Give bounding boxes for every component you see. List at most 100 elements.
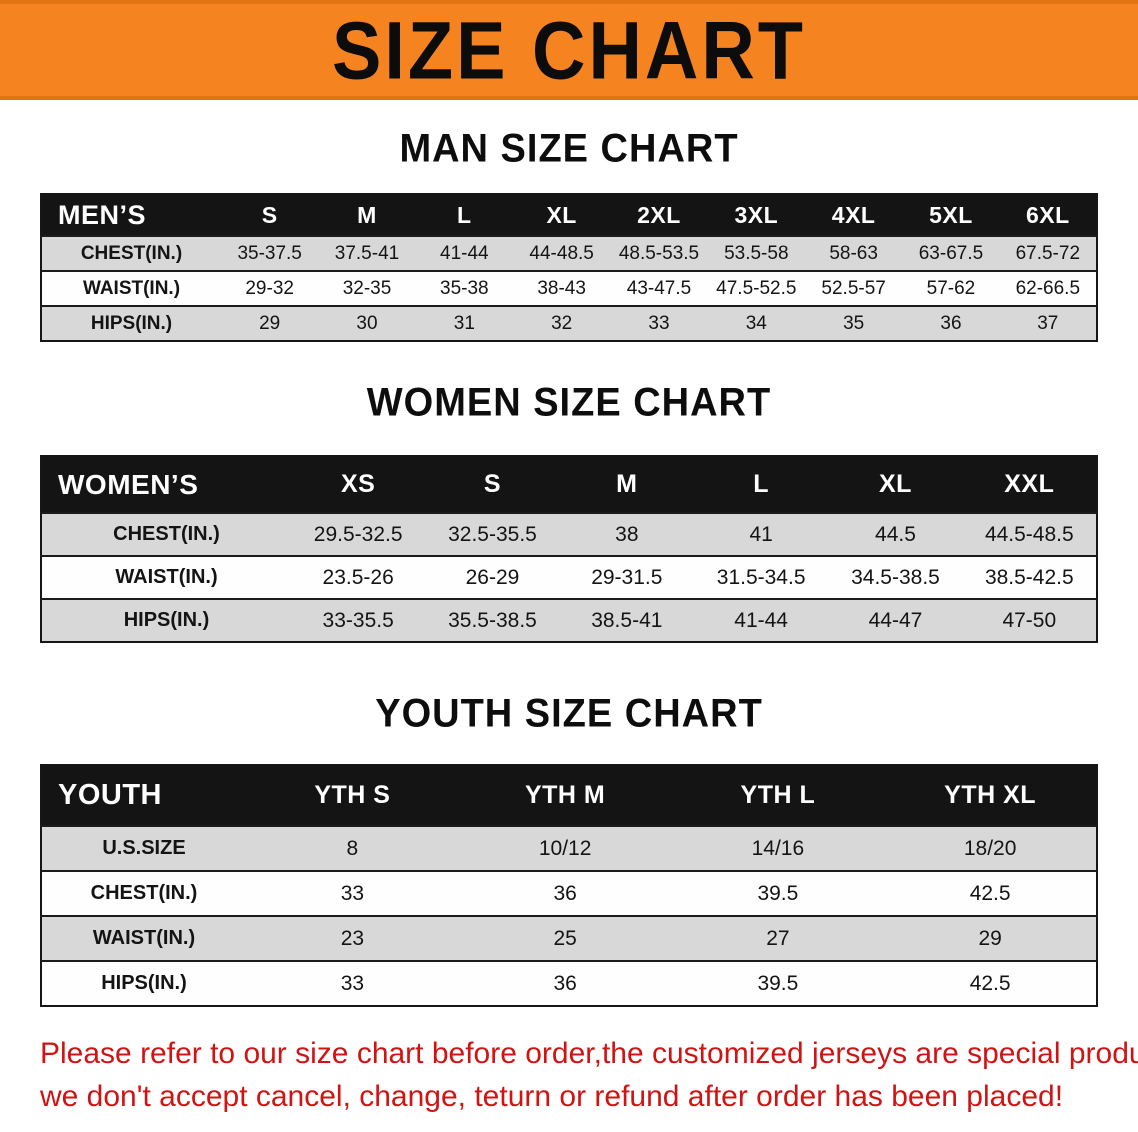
men-size-header-cell: 5XL [902, 194, 1000, 236]
measurement-value-cell: 14/16 [671, 825, 885, 871]
women-size-header-cell: S [425, 456, 560, 513]
men-table-row: WAIST(IN.) 29-32 32-35 35-38 38-43 43-47.5 47.… [41, 270, 1097, 306]
measurement-value-cell: 42.5 [884, 960, 1097, 1006]
measurement-value-cell: 44-47 [828, 598, 963, 642]
youth-size-section: YOUTH SIZE CHART YOUTH YTH S YTH M YTH L YTH… [0, 691, 1138, 1007]
measurement-value-cell: 43-47.5 [610, 270, 708, 306]
measurement-value-cell: 58-63 [804, 235, 903, 271]
men-size-header-cell: L [415, 194, 513, 236]
women-size-header-cell: L [693, 456, 829, 513]
measurement-value-cell: 38 [559, 512, 694, 556]
women-header-row: WOMEN’S XS S M L XL XXL [41, 456, 1097, 513]
youth-table-row: U.S.SIZE 8 10/12 14/16 18/20 [41, 825, 1097, 871]
measurement-value-cell: 44-48.5 [512, 235, 611, 271]
men-table-row: HIPS(IN.) 29 30 31 32 33 34 35 36 37 [41, 305, 1097, 341]
measurement-value-cell: 62-66.5 [999, 270, 1097, 306]
measurement-value-cell: 41-44 [693, 598, 829, 642]
youth-table-row: WAIST(IN.) 23 25 27 29 [41, 915, 1097, 961]
men-table-row: CHEST(IN.) 35-37.5 37.5-41 41-44 44-48.5 48.5… [41, 235, 1097, 271]
banner-title: SIZE CHART [332, 4, 806, 96]
measurement-value-cell: 33 [246, 960, 459, 1006]
youth-section-heading: YOUTH SIZE CHART [375, 691, 763, 737]
measurement-value-cell: 32 [512, 305, 611, 341]
men-size-section: MAN SIZE CHART MEN’S S M L XL 2XL 3XL 4XL 5XL 6XL… [0, 126, 1138, 342]
measurement-value-cell: 35-37.5 [221, 235, 319, 271]
measurement-value-cell: 32.5-35.5 [425, 512, 560, 556]
youth-header-row: YOUTH YTH S YTH M YTH L YTH XL [41, 765, 1097, 826]
measurement-value-cell: 8 [246, 825, 459, 871]
men-section-heading: MAN SIZE CHART [399, 126, 739, 172]
row-label-cell: CHEST(IN.) [41, 512, 291, 556]
men-size-table: MEN’S S M L XL 2XL 3XL 4XL 5XL 6XL CHEST(IN.) 35-37… [40, 193, 1098, 342]
women-size-section: WOMEN SIZE CHART WOMEN’S XS S M L XL XXL CHEST(… [0, 380, 1138, 643]
measurement-value-cell: 42.5 [884, 870, 1097, 916]
women-table-row: WAIST(IN.) 23.5-26 26-29 29-31.5 31.5-34.5 34… [41, 555, 1097, 599]
men-size-header-cell: 6XL [999, 194, 1097, 236]
measurement-value-cell: 38-43 [512, 270, 611, 306]
youth-table-row: CHEST(IN.) 33 36 39.5 42.5 [41, 870, 1097, 916]
measurement-value-cell: 63-67.5 [902, 235, 1000, 271]
measurement-value-cell: 37.5-41 [318, 235, 416, 271]
measurement-value-cell: 32-35 [318, 270, 416, 306]
measurement-value-cell: 31 [415, 305, 513, 341]
youth-size-header-cell: YTH L [671, 765, 885, 826]
measurement-value-cell: 39.5 [671, 870, 885, 916]
women-size-header-cell: XS [291, 456, 426, 513]
measurement-value-cell: 67.5-72 [999, 235, 1097, 271]
measurement-value-cell: 36 [458, 870, 672, 916]
measurement-value-cell: 36 [458, 960, 672, 1006]
women-size-header-cell: M [559, 456, 694, 513]
size-chart-banner: SIZE CHART [0, 0, 1138, 100]
measurement-value-cell: 48.5-53.5 [610, 235, 708, 271]
measurement-value-cell: 29 [221, 305, 319, 341]
youth-size-header-cell: YTH S [246, 765, 459, 826]
youth-size-header-cell: YTH XL [884, 765, 1097, 826]
row-label-cell: WAIST(IN.) [41, 270, 221, 306]
youth-size-table: YOUTH YTH S YTH M YTH L YTH XL U.S.SIZE 8 10/12… [40, 764, 1098, 1007]
women-table-row: CHEST(IN.) 29.5-32.5 32.5-35.5 38 41 44.5 44.5… [41, 512, 1097, 556]
women-size-header-cell: XL [828, 456, 963, 513]
measurement-value-cell: 29-31.5 [559, 555, 694, 599]
measurement-value-cell: 36 [902, 305, 1000, 341]
order-policy-note: Please refer to our size chart before or… [40, 1033, 1138, 1118]
women-size-table: WOMEN’S XS S M L XL XXL CHEST(IN.) 29.5-32.5 32.5… [40, 455, 1098, 643]
measurement-value-cell: 41-44 [415, 235, 513, 271]
men-size-header-cell: S [221, 194, 319, 236]
measurement-value-cell: 52.5-57 [804, 270, 903, 306]
measurement-value-cell: 33 [246, 870, 459, 916]
measurement-value-cell: 18/20 [884, 825, 1097, 871]
row-label-cell: HIPS(IN.) [41, 305, 221, 341]
measurement-value-cell: 47.5-52.5 [707, 270, 805, 306]
men-table-title-cell: MEN’S [41, 194, 221, 236]
measurement-value-cell: 34.5-38.5 [828, 555, 963, 599]
measurement-value-cell: 26-29 [425, 555, 560, 599]
measurement-value-cell: 57-62 [902, 270, 1000, 306]
measurement-value-cell: 38.5-41 [559, 598, 694, 642]
measurement-value-cell: 33 [610, 305, 708, 341]
measurement-value-cell: 10/12 [458, 825, 672, 871]
measurement-value-cell: 29.5-32.5 [291, 512, 426, 556]
measurement-value-cell: 30 [318, 305, 416, 341]
row-label-cell: HIPS(IN.) [41, 960, 246, 1006]
row-label-cell: WAIST(IN.) [41, 915, 246, 961]
men-size-header-cell: 3XL [707, 194, 805, 236]
measurement-value-cell: 27 [671, 915, 885, 961]
men-header-row: MEN’S S M L XL 2XL 3XL 4XL 5XL 6XL [41, 194, 1097, 236]
youth-size-header-cell: YTH M [458, 765, 672, 826]
measurement-value-cell: 29-32 [221, 270, 319, 306]
women-section-heading: WOMEN SIZE CHART [366, 380, 772, 426]
order-policy-note-line-2: we don't accept cancel, change, teturn o… [40, 1079, 1064, 1113]
row-label-cell: WAIST(IN.) [41, 555, 291, 599]
row-label-cell: U.S.SIZE [41, 825, 246, 871]
measurement-value-cell: 23 [246, 915, 459, 961]
row-label-cell: HIPS(IN.) [41, 598, 291, 642]
measurement-value-cell: 41 [693, 512, 829, 556]
size-chart-content: MAN SIZE CHART MEN’S S M L XL 2XL 3XL 4XL 5XL 6XL… [0, 126, 1138, 1118]
measurement-value-cell: 44.5 [828, 512, 963, 556]
measurement-value-cell: 34 [707, 305, 805, 341]
measurement-value-cell: 37 [999, 305, 1097, 341]
youth-table-row: HIPS(IN.) 33 36 39.5 42.5 [41, 960, 1097, 1006]
men-size-header-cell: XL [512, 194, 611, 236]
measurement-value-cell: 35.5-38.5 [425, 598, 560, 642]
measurement-value-cell: 38.5-42.5 [962, 555, 1097, 599]
